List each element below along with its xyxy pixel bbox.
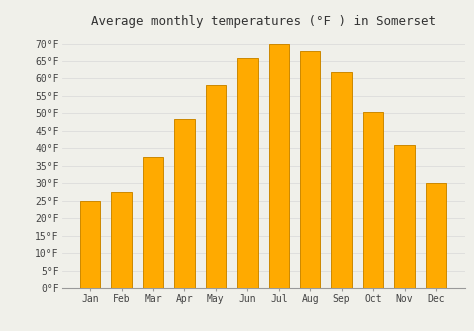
- Bar: [206, 85, 226, 288]
- Bar: [80, 201, 100, 288]
- Bar: [426, 183, 446, 288]
- Bar: [269, 44, 289, 288]
- Bar: [394, 145, 415, 288]
- Bar: [363, 112, 383, 288]
- Bar: [143, 157, 163, 288]
- Bar: [331, 71, 352, 288]
- Bar: [174, 118, 195, 288]
- Bar: [111, 192, 132, 288]
- Title: Average monthly temperatures (°F ) in Somerset: Average monthly temperatures (°F ) in So…: [91, 15, 436, 28]
- Bar: [300, 51, 320, 288]
- Bar: [237, 58, 257, 288]
